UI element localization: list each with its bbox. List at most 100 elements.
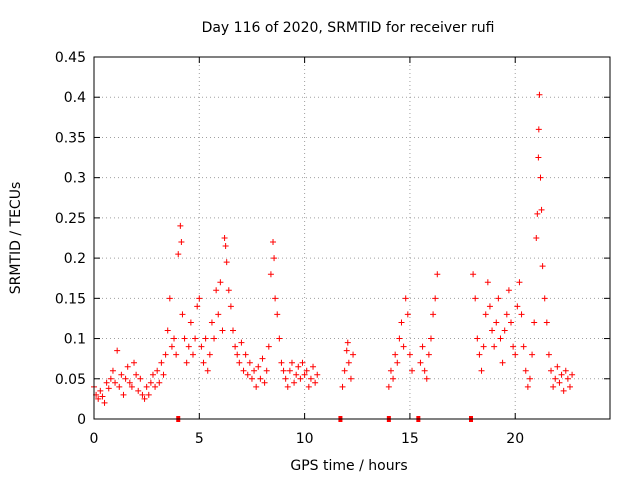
data-point	[534, 210, 541, 217]
data-point	[112, 379, 119, 386]
data-point	[545, 351, 552, 358]
data-point	[270, 239, 277, 246]
data-point	[432, 295, 439, 302]
data-point	[347, 375, 354, 382]
data-point	[402, 295, 409, 302]
data-point	[143, 383, 150, 390]
data-point	[257, 375, 264, 382]
data-point	[538, 206, 545, 213]
data-point	[248, 375, 255, 382]
data-point	[486, 303, 493, 310]
data-point	[265, 343, 272, 350]
data-point	[520, 343, 527, 350]
data-point	[160, 371, 167, 378]
data-point	[385, 383, 392, 390]
data-point	[288, 359, 295, 366]
data-point	[392, 351, 399, 358]
data-point	[225, 287, 232, 294]
y-tick-label: 0.35	[55, 130, 86, 146]
y-tick-label: 0.45	[55, 50, 86, 66]
data-point	[430, 311, 437, 318]
data-point	[301, 371, 308, 378]
data-point	[274, 311, 281, 318]
data-point	[222, 243, 229, 250]
data-point	[286, 367, 293, 374]
data-point	[141, 395, 148, 402]
data-point	[400, 343, 407, 350]
data-point	[409, 367, 416, 374]
data-point	[271, 255, 278, 262]
data-point	[95, 395, 102, 402]
data-point	[427, 335, 434, 342]
data-point	[406, 351, 413, 358]
data-point	[531, 319, 538, 326]
x-axis-ticks: 0 5 10 15 20	[90, 57, 524, 447]
data-point	[566, 383, 573, 390]
data-point	[434, 271, 441, 278]
data-point	[99, 393, 106, 400]
x-tick-label: 0	[90, 431, 99, 447]
data-point	[139, 391, 146, 398]
data-point	[192, 335, 199, 342]
data-point	[158, 359, 165, 366]
data-point	[394, 359, 401, 366]
data-point	[223, 259, 230, 266]
data-point	[536, 91, 543, 98]
data-point	[499, 359, 506, 366]
data-point	[291, 379, 298, 386]
data-point	[118, 371, 125, 378]
data-point	[558, 371, 565, 378]
y-tick-label: 0.4	[64, 90, 86, 106]
data-point	[244, 371, 251, 378]
data-point	[562, 367, 569, 374]
data-point	[232, 343, 239, 350]
data-point	[474, 335, 481, 342]
data-points	[91, 91, 576, 406]
data-point	[185, 343, 192, 350]
data-point	[516, 279, 523, 286]
data-point	[514, 303, 521, 310]
data-point	[344, 339, 351, 346]
y-tick-label: 0.3	[64, 171, 86, 187]
data-point	[343, 347, 350, 354]
data-point	[149, 371, 156, 378]
data-point	[524, 383, 531, 390]
data-point	[154, 367, 161, 374]
data-point	[215, 311, 222, 318]
data-point	[350, 351, 357, 358]
data-point	[529, 351, 536, 358]
data-point	[236, 359, 243, 366]
data-point	[206, 351, 213, 358]
data-point	[135, 387, 142, 394]
y-tick-label: 0	[77, 412, 86, 428]
data-point	[569, 371, 576, 378]
data-point	[543, 319, 550, 326]
data-point	[122, 375, 129, 382]
data-point	[107, 375, 114, 382]
y-tick-label: 0.15	[55, 291, 86, 307]
chart-title: Day 116 of 2020, SRMTID for receiver ruf…	[202, 20, 495, 36]
data-point	[552, 375, 559, 382]
data-point	[200, 359, 207, 366]
data-point	[196, 295, 203, 302]
data-point	[299, 359, 306, 366]
data-point	[484, 279, 491, 286]
data-point	[396, 335, 403, 342]
data-point	[512, 351, 519, 358]
data-point	[198, 343, 205, 350]
data-point	[116, 383, 123, 390]
data-point	[476, 351, 483, 358]
data-point	[539, 263, 546, 270]
data-point	[221, 235, 228, 241]
data-point	[295, 363, 302, 370]
data-point	[147, 379, 154, 386]
data-point	[261, 379, 268, 386]
data-point	[145, 391, 152, 398]
data-point	[187, 319, 194, 326]
data-point	[246, 359, 253, 366]
data-point	[526, 375, 533, 382]
data-point	[282, 375, 289, 382]
data-point	[178, 239, 185, 246]
data-point	[171, 335, 178, 342]
data-point	[508, 319, 515, 326]
